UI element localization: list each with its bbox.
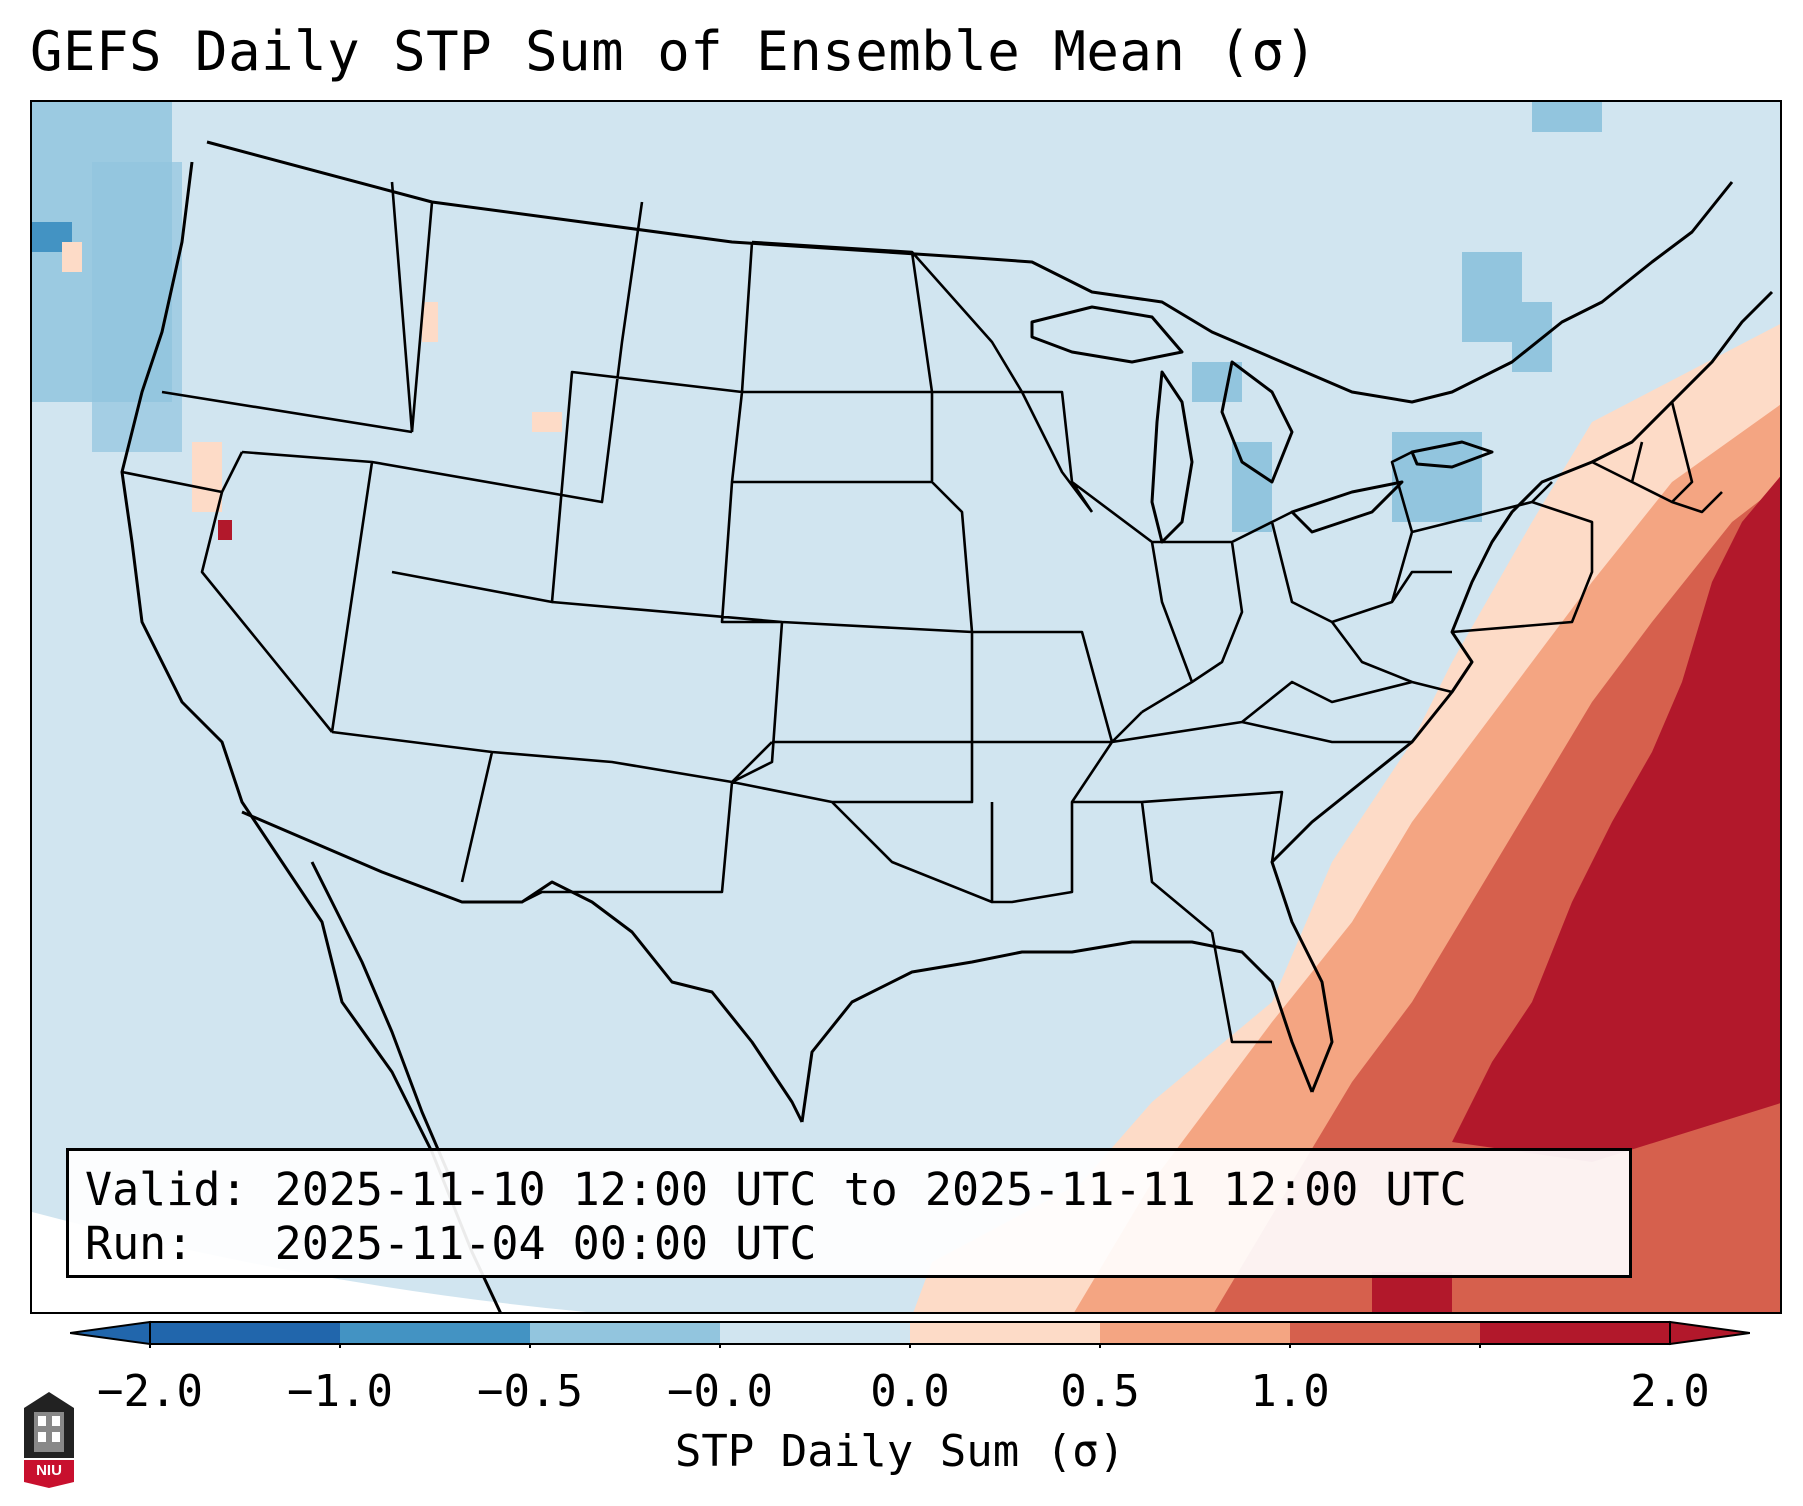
colorbar-tick-label: 0.0 (870, 1366, 950, 1417)
positive-anomaly-light (192, 442, 222, 512)
positive-anomaly-extreme (218, 520, 232, 540)
colorbar-title: STP Daily Sum (σ) (674, 1426, 1126, 1477)
lake-ontario (1410, 440, 1494, 469)
baja-coast (310, 861, 454, 1183)
colorbar-tick-label: −0.0 (667, 1366, 773, 1417)
positive-anomaly-light (532, 412, 562, 432)
us-canada-border (206, 140, 1734, 404)
validity-info-box: Valid: 2025-11-10 12:00 UTC to 2025-11-1… (66, 1148, 1632, 1278)
colorbar-segment (1100, 1322, 1290, 1344)
colorbar-tick-label: −0.5 (477, 1366, 583, 1417)
positive-anomaly-light (62, 242, 82, 272)
colorbar-tick-label: 1.0 (1250, 1366, 1330, 1417)
niu-logo (24, 1392, 74, 1488)
valid-time-line: Valid: 2025-11-10 12:00 UTC to 2025-11-1… (85, 1163, 1467, 1216)
positive-anomaly-light (422, 302, 438, 342)
lake-huron (1220, 360, 1294, 484)
projection-edge-left (32, 1212, 587, 1312)
colorbar-extend-low (70, 1320, 151, 1346)
colorbar-segment (150, 1322, 340, 1344)
map-panel (30, 100, 1782, 1314)
colorbar-segments (70, 1320, 1750, 1348)
colorbar-tick-label: −2.0 (97, 1366, 203, 1417)
colorbar-segment (1480, 1322, 1670, 1344)
state-lines (121, 181, 1723, 1044)
negative-anomaly-region (1532, 102, 1602, 132)
colorbar-extend-high (1669, 1320, 1750, 1346)
run-time-line: Run: 2025-11-04 00:00 UTC (85, 1217, 817, 1270)
negative-anomaly-region (1512, 302, 1552, 372)
colorbar (70, 1320, 1750, 1348)
positive-anomaly-extreme (1452, 476, 1780, 1162)
us-mexico-border (241, 810, 804, 1123)
west-coast (120, 161, 502, 1312)
lake-erie (1290, 480, 1404, 534)
colorbar-tick-label: 2.0 (1630, 1366, 1710, 1417)
colorbar-segment (910, 1322, 1100, 1344)
gulf-coast (800, 940, 1314, 1123)
colorbar-tick-label: −1.0 (287, 1366, 393, 1417)
map-canvas (32, 102, 1780, 1312)
colorbar-tick-label: 0.5 (1060, 1366, 1140, 1417)
logo-text: NIU (36, 1462, 62, 1479)
boundaries (120, 140, 1774, 1312)
colorbar-segment (530, 1322, 720, 1344)
anomaly-field (32, 102, 1780, 1312)
lake-michigan (1150, 370, 1194, 544)
colorbar-segment (720, 1322, 910, 1344)
lake-superior (1030, 305, 1184, 364)
chart-title: GEFS Daily STP Sum of Ensemble Mean (σ) (30, 20, 1318, 83)
negative-anomaly-region (1192, 362, 1242, 402)
colorbar-segment (1290, 1322, 1480, 1344)
colorbar-segment (340, 1322, 530, 1344)
positive-anomaly-extreme (1372, 1272, 1452, 1312)
